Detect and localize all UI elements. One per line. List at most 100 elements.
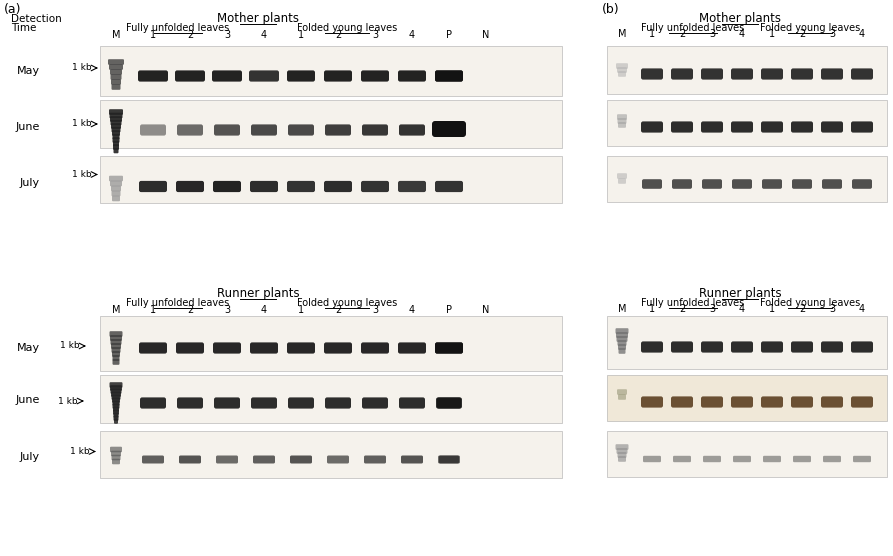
Text: 4: 4 (409, 305, 415, 315)
FancyBboxPatch shape (641, 68, 663, 80)
FancyBboxPatch shape (436, 398, 462, 409)
FancyBboxPatch shape (110, 69, 122, 75)
Bar (607, 431, 887, 477)
FancyBboxPatch shape (398, 342, 426, 354)
FancyBboxPatch shape (615, 444, 629, 450)
Text: 2: 2 (187, 30, 193, 40)
Text: M: M (112, 305, 121, 315)
FancyBboxPatch shape (436, 125, 462, 136)
FancyBboxPatch shape (138, 71, 168, 82)
FancyBboxPatch shape (619, 348, 625, 354)
FancyBboxPatch shape (852, 179, 872, 189)
FancyBboxPatch shape (113, 148, 119, 153)
FancyBboxPatch shape (112, 84, 121, 90)
Bar (607, 316, 887, 369)
Text: Time: Time (11, 23, 37, 33)
FancyBboxPatch shape (617, 340, 627, 346)
FancyBboxPatch shape (616, 448, 628, 454)
FancyBboxPatch shape (703, 456, 721, 462)
FancyBboxPatch shape (791, 68, 813, 80)
FancyBboxPatch shape (110, 335, 122, 341)
FancyBboxPatch shape (111, 451, 121, 456)
Text: May: May (17, 343, 40, 353)
FancyBboxPatch shape (112, 130, 120, 136)
Text: M: M (618, 304, 626, 314)
FancyBboxPatch shape (142, 455, 164, 464)
FancyBboxPatch shape (362, 398, 388, 409)
FancyBboxPatch shape (112, 347, 121, 353)
FancyBboxPatch shape (361, 181, 389, 192)
FancyBboxPatch shape (791, 341, 813, 353)
Text: 2: 2 (799, 304, 805, 314)
FancyBboxPatch shape (287, 181, 315, 192)
FancyBboxPatch shape (288, 125, 314, 136)
FancyBboxPatch shape (821, 121, 843, 132)
FancyBboxPatch shape (617, 173, 627, 179)
Text: 4: 4 (739, 304, 745, 314)
Text: (a): (a) (4, 3, 21, 16)
FancyBboxPatch shape (249, 71, 279, 82)
FancyBboxPatch shape (140, 398, 166, 409)
FancyBboxPatch shape (109, 176, 123, 181)
FancyBboxPatch shape (437, 398, 461, 409)
FancyBboxPatch shape (702, 179, 722, 189)
Text: June: June (15, 395, 40, 405)
Text: 2: 2 (679, 304, 685, 314)
Text: Detection: Detection (11, 14, 62, 24)
FancyBboxPatch shape (642, 179, 662, 189)
Text: P: P (446, 30, 452, 40)
Text: Folded young leaves: Folded young leaves (760, 298, 860, 308)
FancyBboxPatch shape (324, 181, 352, 192)
FancyBboxPatch shape (701, 396, 723, 408)
FancyBboxPatch shape (111, 120, 121, 125)
FancyBboxPatch shape (435, 71, 463, 82)
FancyBboxPatch shape (362, 125, 388, 136)
FancyBboxPatch shape (435, 71, 463, 82)
FancyBboxPatch shape (641, 341, 663, 353)
FancyBboxPatch shape (111, 343, 121, 349)
Text: 3: 3 (372, 30, 378, 40)
FancyBboxPatch shape (112, 394, 121, 400)
FancyBboxPatch shape (287, 342, 315, 354)
Text: 1 kb: 1 kb (72, 63, 92, 72)
Text: Fully unfolded leaves: Fully unfolded leaves (127, 298, 230, 308)
Text: 1: 1 (649, 29, 655, 39)
FancyBboxPatch shape (761, 68, 783, 80)
FancyBboxPatch shape (821, 396, 843, 408)
Text: May: May (17, 66, 40, 76)
Text: Fully unfolded leaves: Fully unfolded leaves (641, 23, 745, 33)
Bar (100, 316, 562, 371)
FancyBboxPatch shape (111, 186, 121, 191)
FancyBboxPatch shape (673, 456, 691, 462)
FancyBboxPatch shape (763, 456, 781, 462)
FancyBboxPatch shape (110, 382, 122, 388)
Text: 1 kb: 1 kb (72, 170, 92, 179)
FancyBboxPatch shape (671, 396, 693, 408)
FancyBboxPatch shape (432, 121, 466, 137)
FancyBboxPatch shape (213, 181, 241, 192)
FancyBboxPatch shape (325, 125, 351, 136)
FancyBboxPatch shape (401, 455, 423, 464)
Text: 2: 2 (799, 29, 805, 39)
FancyBboxPatch shape (791, 396, 813, 408)
FancyBboxPatch shape (327, 455, 349, 464)
Text: P: P (446, 305, 452, 315)
FancyBboxPatch shape (214, 398, 240, 409)
FancyBboxPatch shape (618, 71, 626, 77)
Text: July: July (20, 178, 40, 188)
FancyBboxPatch shape (113, 144, 119, 150)
FancyBboxPatch shape (793, 456, 811, 462)
FancyBboxPatch shape (615, 328, 629, 334)
FancyBboxPatch shape (438, 455, 460, 464)
FancyBboxPatch shape (111, 339, 121, 345)
Text: 3: 3 (224, 305, 230, 315)
FancyBboxPatch shape (435, 342, 463, 354)
Text: Folded young leaves: Folded young leaves (296, 298, 397, 308)
FancyBboxPatch shape (109, 109, 123, 115)
FancyBboxPatch shape (216, 455, 238, 464)
FancyBboxPatch shape (113, 133, 120, 140)
FancyBboxPatch shape (672, 179, 692, 189)
FancyBboxPatch shape (110, 181, 122, 186)
FancyBboxPatch shape (851, 396, 873, 408)
Text: M: M (112, 30, 121, 40)
